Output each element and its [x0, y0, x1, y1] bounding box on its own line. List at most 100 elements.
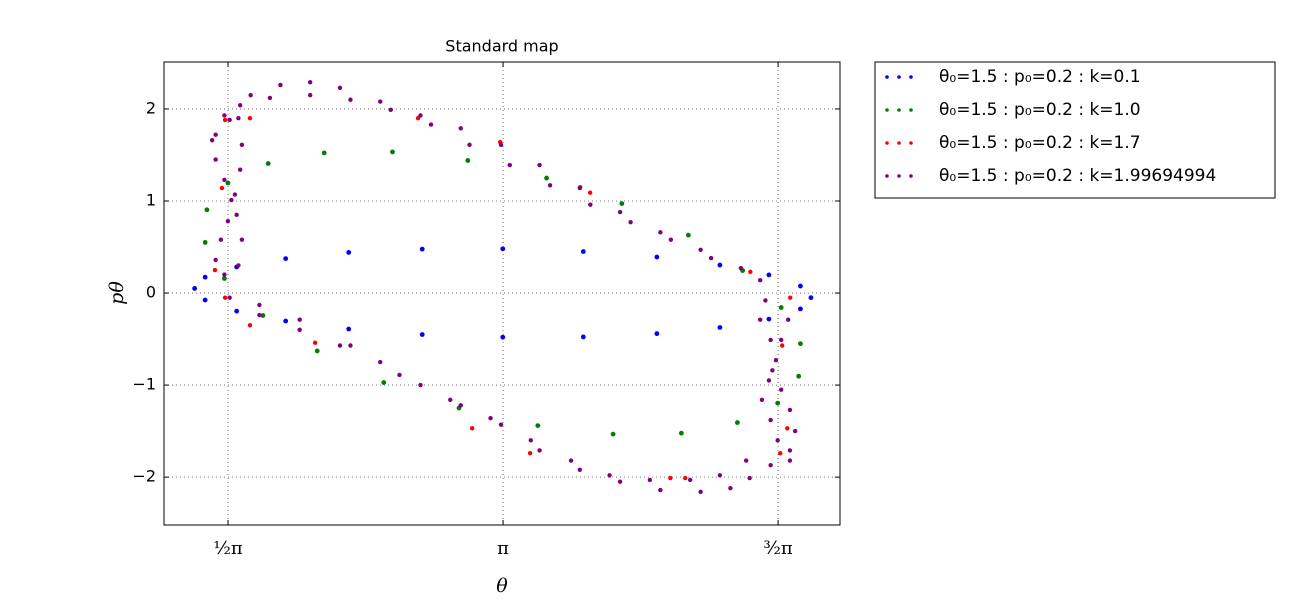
point: [796, 373, 802, 379]
point: [537, 448, 542, 453]
point: [260, 313, 266, 318]
point: [775, 438, 780, 443]
point: [547, 183, 553, 188]
point: [225, 180, 231, 186]
point: [239, 237, 245, 242]
legend-marker: [909, 174, 913, 178]
point: [683, 475, 688, 481]
point: [314, 348, 320, 354]
point: [213, 132, 218, 137]
point: [658, 487, 663, 493]
point: [397, 372, 402, 378]
point: [312, 340, 318, 345]
x-tick-label: ³⁄₂π: [763, 538, 792, 559]
legend-marker: [885, 174, 889, 178]
legend-marker: [909, 108, 913, 112]
point: [708, 255, 714, 261]
point: [283, 318, 289, 324]
chart-title: Standard map: [445, 37, 558, 56]
point: [337, 343, 343, 348]
point: [488, 416, 493, 421]
point: [658, 230, 663, 235]
y-tick-label: 1: [146, 190, 156, 209]
point: [507, 162, 512, 168]
point: [728, 485, 733, 491]
point: [222, 177, 227, 183]
point: [527, 451, 533, 456]
point: [498, 142, 504, 148]
point: [580, 334, 586, 340]
point: [248, 92, 253, 98]
point: [348, 343, 353, 348]
point: [654, 331, 660, 337]
point: [757, 317, 763, 322]
point: [213, 257, 218, 263]
point: [202, 240, 208, 245]
point: [202, 274, 208, 280]
point: [234, 212, 239, 217]
legend-marker: [897, 108, 901, 112]
point: [738, 265, 744, 271]
point: [577, 185, 583, 191]
x-tick-label: π: [497, 538, 509, 559]
point: [808, 295, 814, 301]
legend-marker: [897, 75, 901, 79]
point: [418, 113, 423, 118]
y-tick-label: −2: [132, 467, 156, 486]
point: [212, 267, 218, 273]
point: [265, 161, 271, 166]
legend-label: θ₀=1.5 : p₀=0.2 : k=1.0: [939, 100, 1141, 120]
y-tick-label: −1: [132, 375, 156, 394]
legend-marker: [897, 141, 901, 145]
point: [785, 426, 790, 431]
point: [787, 448, 793, 453]
point: [775, 400, 781, 406]
legend-label: θ₀=1.5 : p₀=0.2 : k=1.7: [939, 133, 1141, 153]
x-tick-label: ½π: [213, 538, 242, 559]
legend-marker: [909, 141, 913, 145]
point: [467, 142, 472, 148]
point: [528, 438, 534, 443]
point: [257, 312, 262, 318]
point: [773, 358, 779, 363]
point: [787, 407, 793, 413]
point: [798, 341, 803, 347]
point: [747, 475, 752, 481]
y-tick-label: 0: [146, 283, 156, 302]
point: [668, 475, 673, 481]
point: [283, 256, 289, 262]
point: [257, 302, 262, 308]
point: [759, 397, 765, 403]
point: [780, 343, 785, 348]
point: [222, 113, 227, 118]
y-tick-label: 2: [146, 98, 156, 117]
point: [768, 462, 773, 468]
point: [778, 387, 784, 392]
point: [500, 334, 506, 340]
point: [743, 458, 749, 463]
point: [278, 82, 283, 88]
point: [763, 298, 768, 303]
point: [687, 477, 693, 483]
point: [778, 451, 783, 456]
legend-marker: [897, 174, 901, 178]
point: [588, 202, 593, 207]
point: [419, 332, 425, 337]
point: [225, 219, 231, 224]
legend-marker: [909, 75, 913, 79]
point: [346, 326, 352, 332]
point: [617, 209, 623, 215]
point: [500, 246, 506, 252]
point: [778, 337, 784, 343]
point: [390, 149, 395, 155]
point: [381, 380, 387, 385]
point: [419, 246, 425, 252]
point: [428, 122, 434, 127]
point: [234, 308, 240, 314]
point: [787, 458, 793, 463]
point: [267, 95, 273, 101]
point: [617, 479, 623, 484]
legend-marker: [885, 75, 889, 79]
point: [247, 323, 253, 328]
